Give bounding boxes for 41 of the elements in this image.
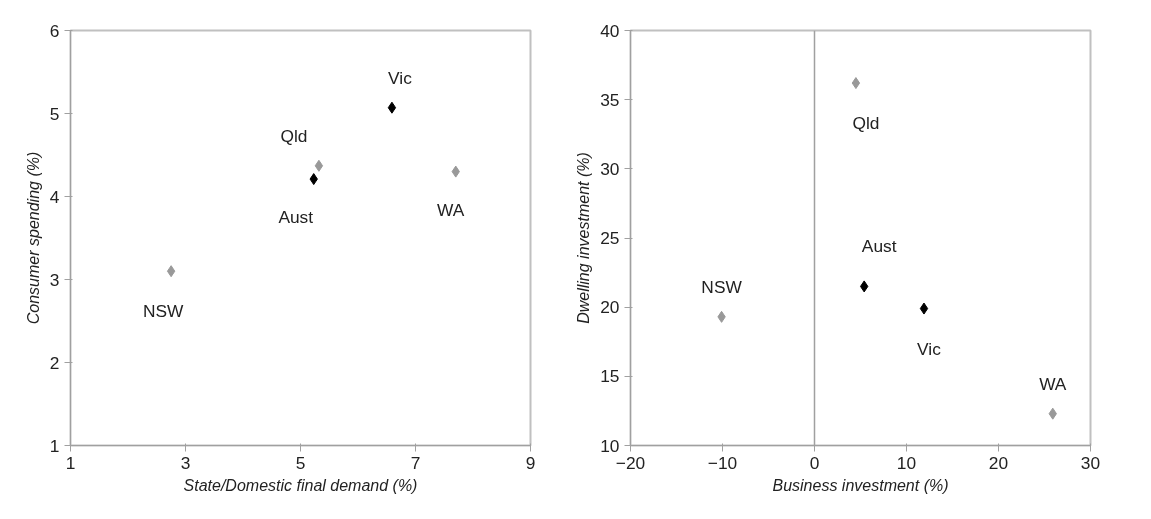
y-tick-label: 4 [49,186,60,207]
y-tick-label: 3 [49,269,60,290]
series-label: Vic [388,67,413,88]
y-tick-label: 40 [600,20,620,41]
y-tick-label: 2 [49,352,60,373]
series-label: Aust [278,207,314,228]
series-label: WA [1039,373,1067,394]
series-label: Qld [852,113,880,134]
x-tick-label: 5 [295,452,306,473]
y-tick-label: 25 [600,228,620,248]
x-tick-label: 9 [525,452,536,473]
y-tick-label: 1 [49,435,60,456]
y-axis-title: Consumer spending (%) [24,151,42,325]
point [919,302,929,315]
x-tick-label: 20 [988,452,1009,473]
x-tick-label: 1 [65,452,76,473]
x-tick-label: 0 [809,452,820,473]
point [851,77,861,90]
y-tick-label: 5 [49,103,60,124]
y-tick-label: 20 [600,297,620,318]
point [166,265,176,278]
y-tick-label: 6 [49,20,60,41]
series-label: Aust [861,236,897,257]
x-tick-label: 7 [410,452,421,473]
x-tick-label: −10 [707,452,738,473]
series-label: WA [437,199,465,220]
x-tick-label: 30 [1080,452,1101,473]
series-label: Qld [280,125,308,146]
point [387,101,397,114]
x-axis-title: Business investment (%) [772,476,949,494]
y-axis-title: Dwelling investment (%) [575,152,593,324]
point [314,159,324,172]
y-tick-label: 15 [600,366,620,387]
x-tick-label: 10 [896,452,917,473]
x-axis-title: State/Domestic final demand (%) [183,476,418,494]
series-label: NSW [701,276,743,297]
y-tick-label: 30 [600,158,620,179]
x-tick-label: 3 [180,452,191,473]
series-label: Vic [917,338,942,359]
y-tick-label: 35 [600,89,620,110]
series-label: NSW [142,301,184,322]
